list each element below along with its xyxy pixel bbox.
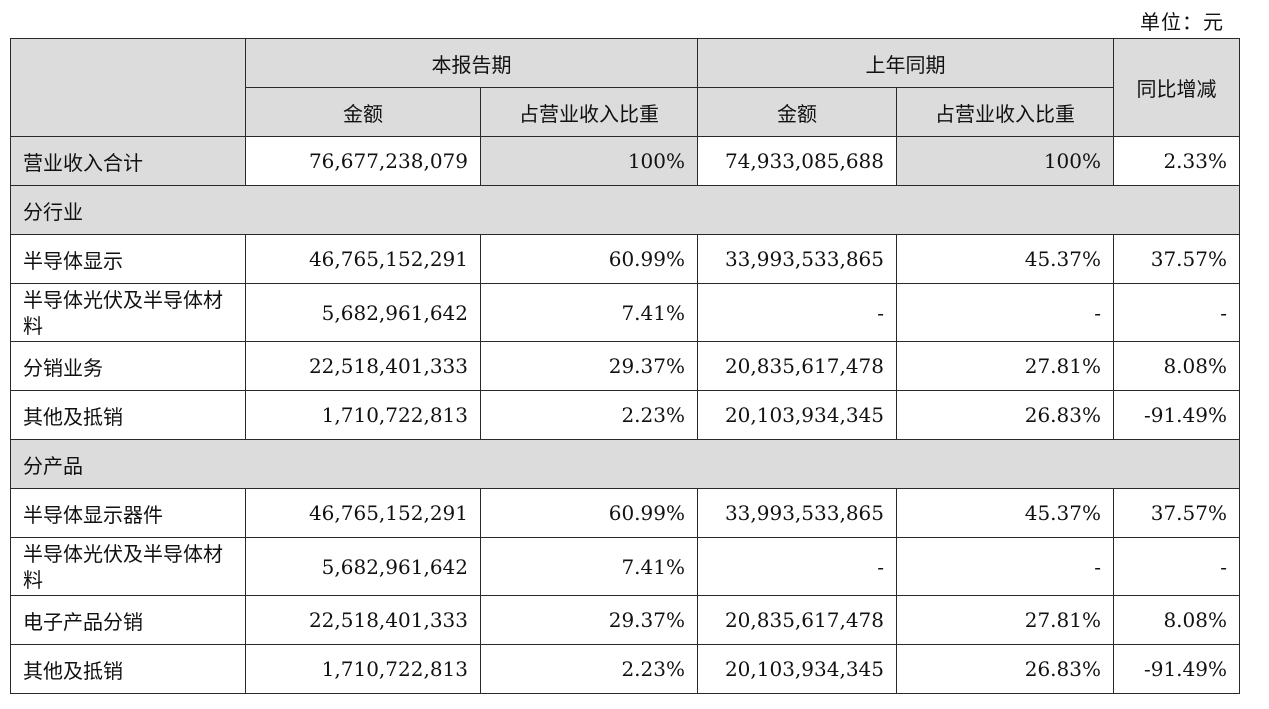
cur-share-cell: 29.37%: [480, 595, 698, 645]
cur-share-cell: 60.99%: [480, 488, 698, 538]
table-row: 半导体显示 46,765,152,291 60.99% 33,993,533,8…: [10, 234, 1240, 284]
table-row: 电子产品分销 22,518,401,333 29.37% 20,835,617,…: [10, 595, 1240, 645]
header-cur-amount: 金额: [245, 87, 481, 137]
yoy-cell: -91.49%: [1113, 644, 1240, 694]
cur-amount-cell: 22,518,401,333: [245, 595, 481, 645]
cur-amount-cell: 1,710,722,813: [245, 644, 481, 694]
total-prev-amount: 74,933,085,688: [697, 136, 897, 186]
cur-share-cell: 7.41%: [480, 283, 698, 342]
cur-share-cell: 29.37%: [480, 341, 698, 391]
total-prev-share: 100%: [896, 136, 1114, 186]
prev-amount-cell: 20,103,934,345: [697, 390, 897, 440]
corner-cell: [10, 38, 246, 137]
prev-share-cell: 45.37%: [896, 488, 1114, 538]
total-cur-amount: 76,677,238,079: [245, 136, 481, 186]
prev-share-cell: 26.83%: [896, 390, 1114, 440]
section-row-industry: 分行业: [10, 185, 1240, 235]
total-cur-share: 100%: [480, 136, 698, 186]
cur-amount-cell: 5,682,961,642: [245, 283, 481, 342]
yoy-cell: 8.08%: [1113, 341, 1240, 391]
cur-amount-cell: 5,682,961,642: [245, 537, 481, 596]
total-row: 营业收入合计 76,677,238,079 100% 74,933,085,68…: [10, 136, 1240, 186]
header-yoy: 同比增减: [1113, 38, 1240, 137]
yoy-cell: -: [1113, 537, 1240, 596]
cur-amount-cell: 46,765,152,291: [245, 488, 481, 538]
cur-share-cell: 2.23%: [480, 644, 698, 694]
prev-amount-cell: 33,993,533,865: [697, 488, 897, 538]
header-row-top: 本报告期 上年同期 同比增减: [10, 38, 1240, 137]
table-row: 半导体光伏及半导体材料 5,682,961,642 7.41% - - -: [10, 537, 1240, 596]
prev-share-cell: -: [896, 537, 1114, 596]
cur-share-cell: 7.41%: [480, 537, 698, 596]
prev-amount-cell: 33,993,533,865: [697, 234, 897, 284]
cur-share-cell: 60.99%: [480, 234, 698, 284]
header-prev-share: 占营业收入比重: [896, 87, 1114, 137]
cur-amount-cell: 46,765,152,291: [245, 234, 481, 284]
table-row: 半导体光伏及半导体材料 5,682,961,642 7.41% - - -: [10, 283, 1240, 342]
header-current-period: 本报告期: [245, 38, 698, 88]
row-label: 半导体光伏及半导体材料: [10, 283, 246, 342]
section-row-product: 分产品: [10, 439, 1240, 489]
yoy-cell: -: [1113, 283, 1240, 342]
prev-amount-cell: 20,835,617,478: [697, 595, 897, 645]
prev-amount-cell: -: [697, 537, 897, 596]
row-label: 其他及抵销: [10, 390, 246, 440]
yoy-cell: 8.08%: [1113, 595, 1240, 645]
table-row: 分销业务 22,518,401,333 29.37% 20,835,617,47…: [10, 341, 1240, 391]
cur-share-cell: 2.23%: [480, 390, 698, 440]
table-row: 其他及抵销 1,710,722,813 2.23% 20,103,934,345…: [10, 390, 1240, 440]
cur-amount-cell: 22,518,401,333: [245, 341, 481, 391]
prev-share-cell: 26.83%: [896, 644, 1114, 694]
prev-amount-cell: 20,103,934,345: [697, 644, 897, 694]
row-label: 半导体光伏及半导体材料: [10, 537, 246, 596]
yoy-cell: -91.49%: [1113, 390, 1240, 440]
row-label: 电子产品分销: [10, 595, 246, 645]
section-label-product: 分产品: [10, 439, 1240, 489]
prev-share-cell: 27.81%: [896, 595, 1114, 645]
row-label: 其他及抵销: [10, 644, 246, 694]
section-label-industry: 分行业: [10, 185, 1240, 235]
table-row: 半导体显示器件 46,765,152,291 60.99% 33,993,533…: [10, 488, 1240, 538]
total-yoy: 2.33%: [1113, 136, 1240, 186]
row-label: 半导体显示: [10, 234, 246, 284]
row-label: 分销业务: [10, 341, 246, 391]
revenue-table: 本报告期 上年同期 同比增减 金额 占营业收入比重 金额 占营业收入比重 营业收…: [10, 38, 1240, 694]
yoy-cell: 37.57%: [1113, 234, 1240, 284]
yoy-cell: 37.57%: [1113, 488, 1240, 538]
prev-amount-cell: -: [697, 283, 897, 342]
header-cur-share: 占营业收入比重: [480, 87, 698, 137]
prev-share-cell: -: [896, 283, 1114, 342]
total-label: 营业收入合计: [10, 136, 246, 186]
prev-amount-cell: 20,835,617,478: [697, 341, 897, 391]
header-prior-period: 上年同期: [697, 38, 1114, 88]
table-row: 其他及抵销 1,710,722,813 2.23% 20,103,934,345…: [10, 644, 1240, 694]
prev-share-cell: 27.81%: [896, 341, 1114, 391]
cur-amount-cell: 1,710,722,813: [245, 390, 481, 440]
header-row-sub: 金额 占营业收入比重 金额 占营业收入比重: [11, 87, 1240, 137]
prev-share-cell: 45.37%: [896, 234, 1114, 284]
header-prev-amount: 金额: [697, 87, 897, 137]
unit-label: 单位：元: [1140, 10, 1224, 34]
row-label: 半导体显示器件: [10, 488, 246, 538]
